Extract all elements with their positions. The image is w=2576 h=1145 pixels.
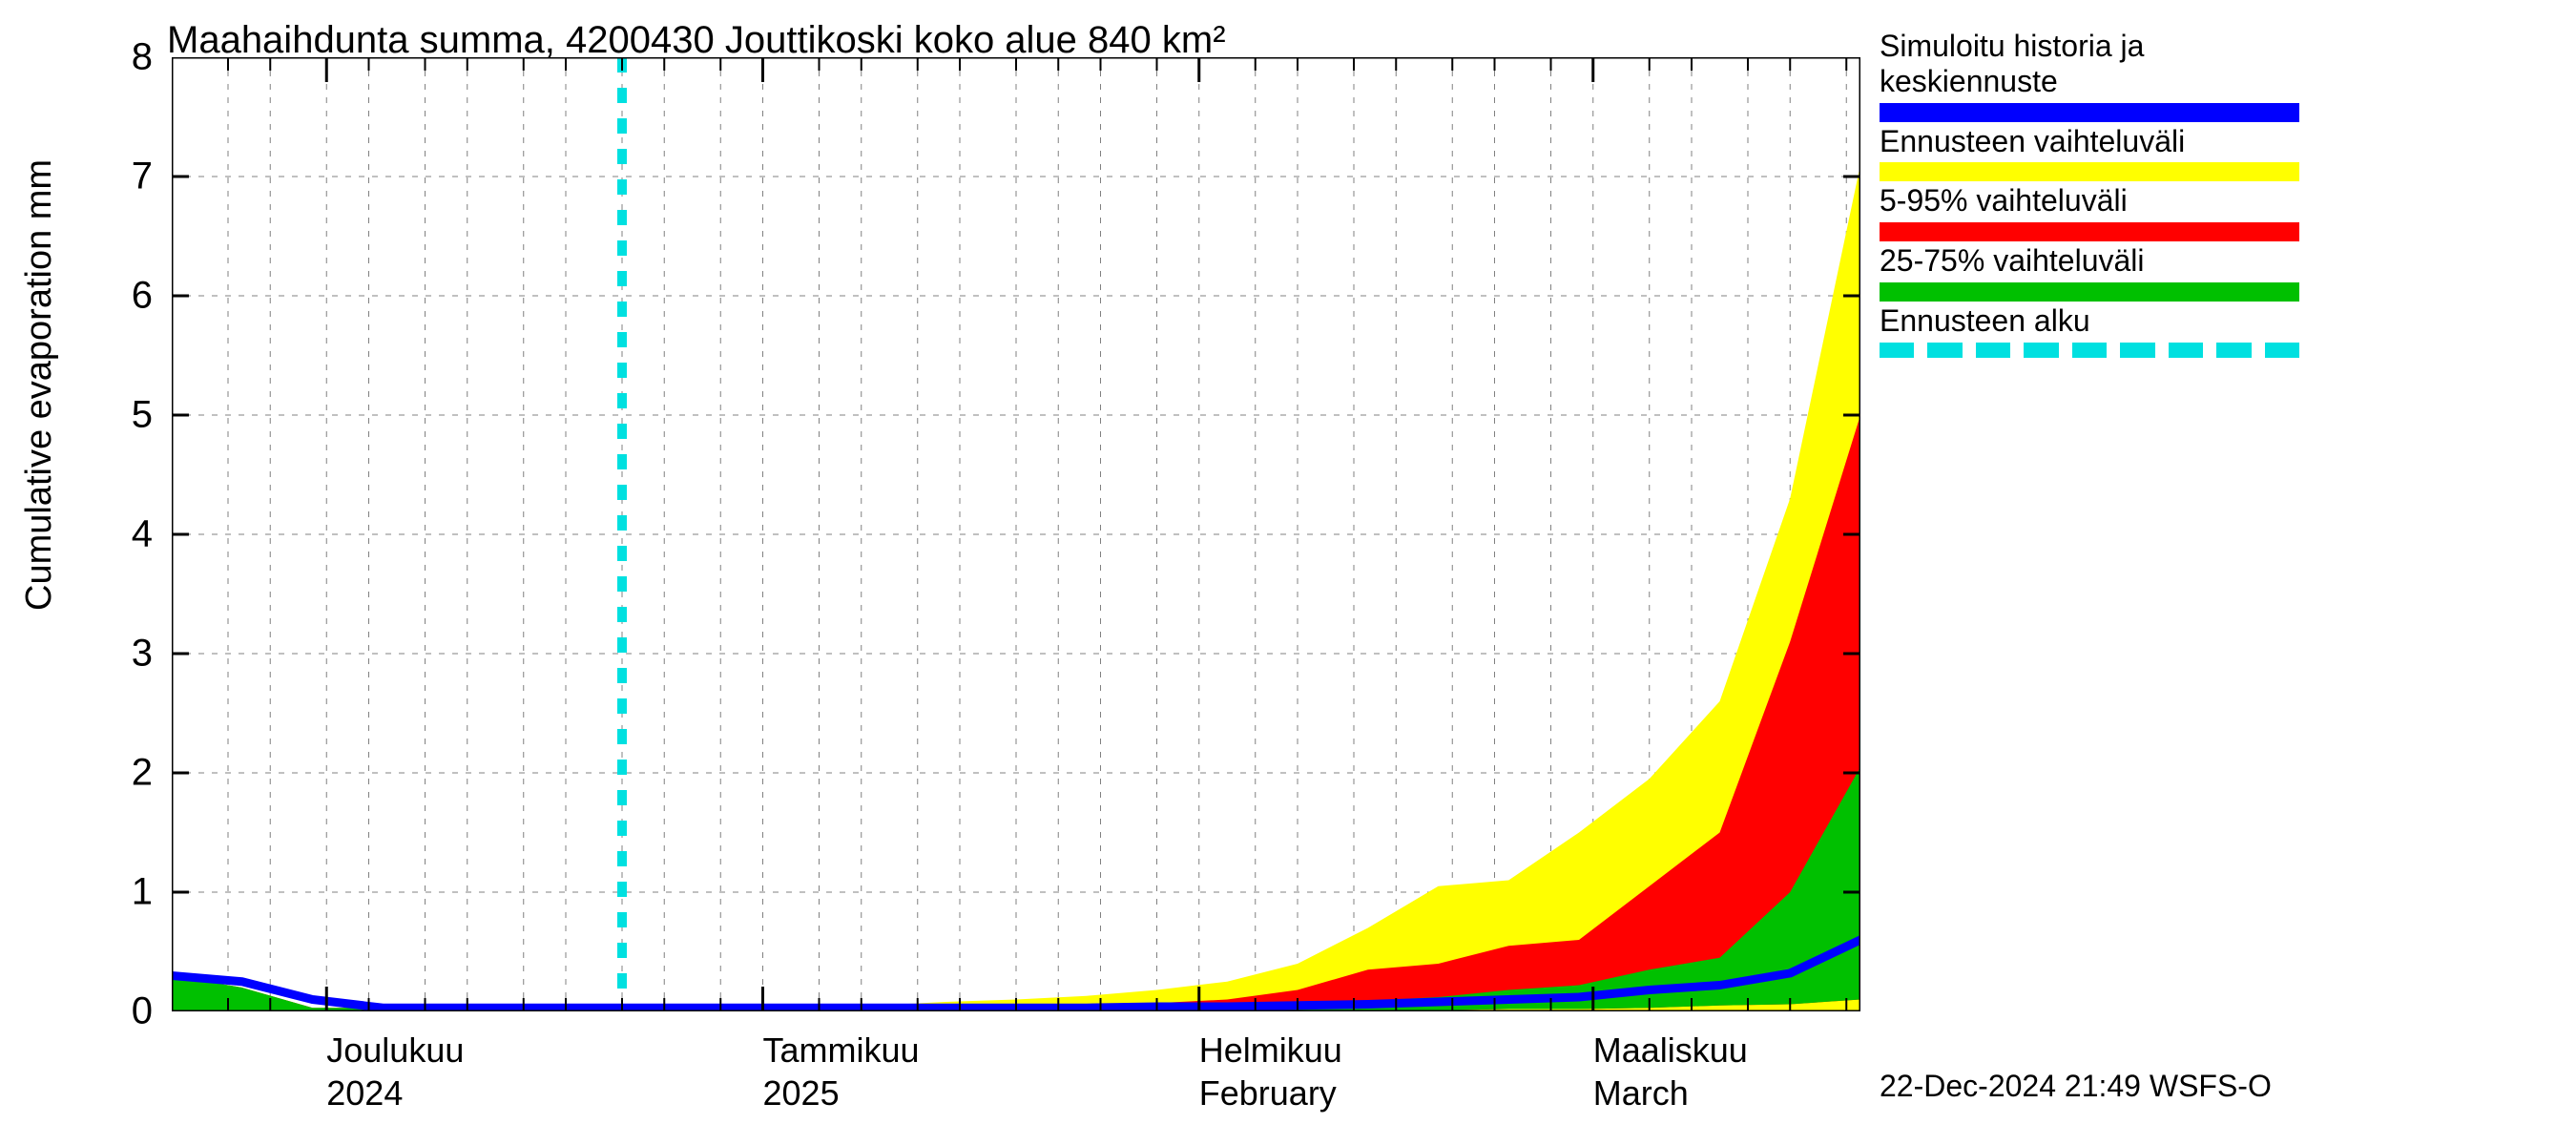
y-tick-label: 3 — [105, 633, 153, 676]
legend-entry: 5-95% vaihteluväli — [1880, 183, 2547, 241]
legend-label: Ennusteen vaihteluväli — [1880, 124, 2547, 159]
legend-entry: 25-75% vaihteluväli — [1880, 243, 2547, 302]
legend-swatch — [1880, 282, 2299, 302]
legend-label: Ennusteen alku — [1880, 303, 2547, 339]
y-tick-label: 5 — [105, 394, 153, 437]
legend: Simuloitu historia jakeskiennusteEnnuste… — [1880, 29, 2547, 364]
legend-label: Simuloitu historia ja — [1880, 29, 2547, 64]
legend-label: keskiennuste — [1880, 64, 2547, 99]
plot-area — [172, 57, 1860, 1011]
y-tick-label: 1 — [105, 871, 153, 914]
legend-entry: Ennusteen vaihteluväli — [1880, 124, 2547, 182]
footer-timestamp: 22-Dec-2024 21:49 WSFS-O — [1880, 1069, 2272, 1104]
chart-title: Maahaihdunta summa, 4200430 Jouttikoski … — [167, 19, 1226, 62]
y-tick-label: 0 — [105, 990, 153, 1033]
chart-canvas: Maahaihdunta summa, 4200430 Jouttikoski … — [0, 0, 2576, 1145]
legend-swatch — [1880, 222, 2299, 241]
x-tick-label-month: Tammikuu — [763, 1030, 920, 1071]
y-tick-label: 4 — [105, 513, 153, 556]
legend-label: 25-75% vaihteluväli — [1880, 243, 2547, 279]
legend-swatch — [1880, 103, 2299, 122]
x-tick-label-sub: March — [1593, 1073, 1689, 1114]
y-tick-label: 8 — [105, 36, 153, 79]
y-tick-label: 2 — [105, 752, 153, 795]
x-tick-label-sub: 2025 — [763, 1073, 840, 1114]
y-tick-label: 6 — [105, 275, 153, 318]
x-tick-label-sub: 2024 — [326, 1073, 403, 1114]
legend-entry: Ennusteen alku — [1880, 303, 2547, 362]
x-tick-label-month: Helmikuu — [1199, 1030, 1342, 1071]
y-tick-label: 7 — [105, 156, 153, 198]
x-tick-label-sub: February — [1199, 1073, 1337, 1114]
y-axis-label: Cumulative evaporation mm — [19, 159, 60, 611]
legend-label: 5-95% vaihteluväli — [1880, 183, 2547, 219]
legend-swatch — [1880, 343, 2299, 362]
legend-swatch — [1880, 162, 2299, 181]
x-tick-label-month: Joulukuu — [326, 1030, 464, 1071]
legend-entry: Simuloitu historia jakeskiennuste — [1880, 29, 2547, 122]
x-tick-label-month: Maaliskuu — [1593, 1030, 1748, 1071]
